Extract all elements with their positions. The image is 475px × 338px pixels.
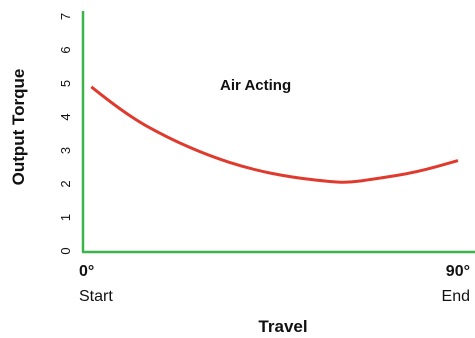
x-tick-angle: 0° bbox=[79, 263, 94, 280]
x-tick-label: End bbox=[442, 288, 470, 305]
y-axis-ticks: 0 1 2 3 4 5 6 7 bbox=[58, 13, 73, 255]
y-tick-label: 7 bbox=[58, 13, 73, 20]
y-tick-label: 1 bbox=[58, 214, 73, 221]
y-tick-label: 6 bbox=[58, 46, 73, 53]
x-tick-angle: 90° bbox=[446, 263, 470, 280]
x-axis-ticks: 0° Start 90° End bbox=[79, 263, 470, 305]
y-tick-label: 3 bbox=[58, 147, 73, 154]
y-tick-label: 4 bbox=[58, 113, 73, 120]
y-tick-label: 5 bbox=[58, 80, 73, 87]
chart-annotation: Air Acting bbox=[220, 77, 291, 94]
y-tick-label: 2 bbox=[58, 180, 73, 187]
x-tick-label: Start bbox=[79, 288, 113, 305]
x-axis-label: Travel bbox=[258, 317, 307, 336]
y-axis-label: Output Torque bbox=[9, 69, 28, 186]
series-line bbox=[90, 85, 459, 184]
y-tick-label: 0 bbox=[58, 247, 73, 254]
